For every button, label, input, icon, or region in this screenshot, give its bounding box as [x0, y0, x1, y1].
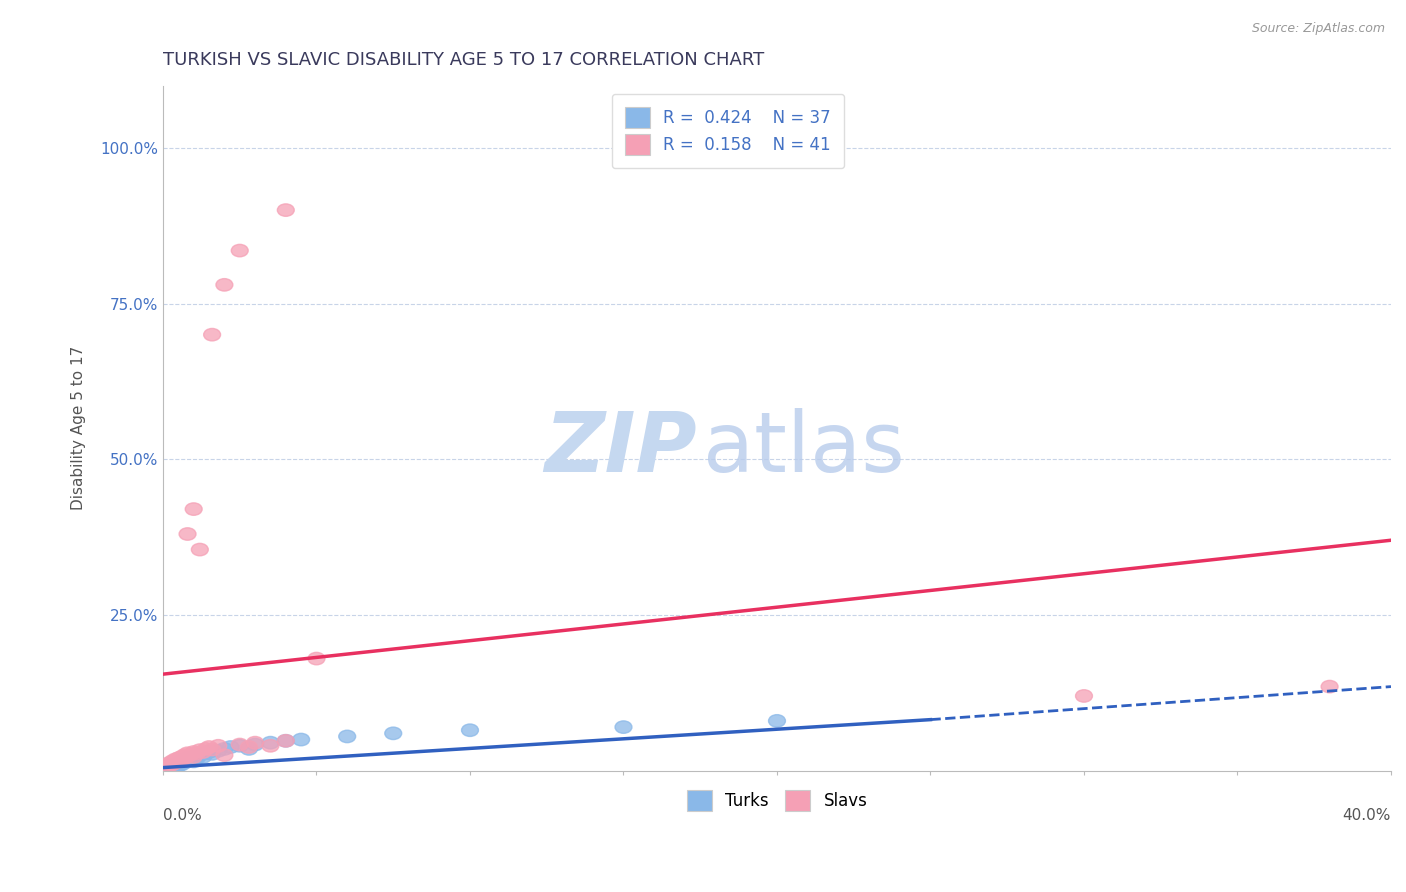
Text: ZIP: ZIP	[544, 409, 697, 489]
Ellipse shape	[176, 753, 193, 765]
Ellipse shape	[277, 735, 294, 747]
Ellipse shape	[262, 739, 278, 752]
Ellipse shape	[232, 739, 249, 751]
Ellipse shape	[167, 756, 184, 769]
Ellipse shape	[197, 743, 214, 756]
Ellipse shape	[173, 751, 190, 764]
Ellipse shape	[170, 752, 187, 764]
Ellipse shape	[194, 751, 211, 764]
Text: 40.0%: 40.0%	[1343, 808, 1391, 823]
Ellipse shape	[277, 735, 294, 747]
Ellipse shape	[222, 740, 239, 753]
Ellipse shape	[163, 756, 180, 768]
Ellipse shape	[769, 714, 786, 727]
Ellipse shape	[277, 204, 294, 217]
Ellipse shape	[1322, 681, 1339, 693]
Ellipse shape	[308, 652, 325, 665]
Ellipse shape	[183, 748, 200, 761]
Ellipse shape	[179, 747, 195, 759]
Ellipse shape	[173, 758, 190, 771]
Ellipse shape	[217, 278, 233, 291]
Ellipse shape	[191, 749, 208, 762]
Legend: Turks, Slavs: Turks, Slavs	[681, 783, 875, 817]
Ellipse shape	[232, 244, 249, 257]
Ellipse shape	[160, 763, 177, 775]
Ellipse shape	[191, 744, 208, 756]
Ellipse shape	[167, 758, 184, 771]
Ellipse shape	[186, 746, 202, 758]
Ellipse shape	[163, 759, 180, 772]
Ellipse shape	[209, 739, 226, 752]
Ellipse shape	[232, 739, 249, 752]
Text: 0.0%: 0.0%	[163, 808, 201, 823]
Ellipse shape	[176, 756, 193, 769]
Ellipse shape	[191, 543, 208, 556]
Ellipse shape	[179, 752, 195, 764]
Ellipse shape	[163, 762, 180, 774]
Text: atlas: atlas	[703, 409, 905, 489]
Ellipse shape	[217, 743, 233, 756]
Ellipse shape	[170, 759, 187, 772]
Ellipse shape	[157, 762, 174, 774]
Ellipse shape	[246, 737, 263, 749]
Ellipse shape	[1076, 690, 1092, 702]
Ellipse shape	[179, 755, 195, 767]
Ellipse shape	[167, 761, 184, 773]
Ellipse shape	[188, 747, 205, 759]
Y-axis label: Disability Age 5 to 17: Disability Age 5 to 17	[72, 346, 86, 510]
Ellipse shape	[204, 747, 221, 760]
Ellipse shape	[194, 746, 211, 758]
Ellipse shape	[339, 731, 356, 743]
Ellipse shape	[186, 751, 202, 764]
Ellipse shape	[186, 751, 202, 764]
Ellipse shape	[614, 721, 631, 733]
Ellipse shape	[209, 745, 226, 757]
Ellipse shape	[167, 753, 184, 765]
Ellipse shape	[292, 733, 309, 746]
Text: TURKISH VS SLAVIC DISABILITY AGE 5 TO 17 CORRELATION CHART: TURKISH VS SLAVIC DISABILITY AGE 5 TO 17…	[163, 51, 765, 69]
Ellipse shape	[461, 724, 478, 737]
Ellipse shape	[183, 753, 200, 765]
Ellipse shape	[204, 743, 221, 756]
Ellipse shape	[240, 740, 257, 753]
Ellipse shape	[262, 737, 278, 749]
Ellipse shape	[246, 739, 263, 751]
Ellipse shape	[201, 740, 218, 753]
Ellipse shape	[173, 753, 190, 765]
Ellipse shape	[385, 727, 402, 739]
Ellipse shape	[186, 756, 202, 768]
Ellipse shape	[186, 503, 202, 516]
Ellipse shape	[160, 757, 177, 770]
Text: Source: ZipAtlas.com: Source: ZipAtlas.com	[1251, 22, 1385, 36]
Ellipse shape	[157, 762, 174, 774]
Ellipse shape	[217, 749, 233, 762]
Ellipse shape	[197, 747, 214, 759]
Ellipse shape	[204, 328, 221, 341]
Ellipse shape	[163, 758, 180, 771]
Ellipse shape	[170, 757, 187, 770]
Ellipse shape	[240, 743, 257, 756]
Ellipse shape	[160, 759, 177, 772]
Ellipse shape	[201, 746, 218, 758]
Ellipse shape	[179, 750, 195, 763]
Ellipse shape	[179, 528, 195, 541]
Ellipse shape	[173, 756, 190, 768]
Ellipse shape	[176, 749, 193, 762]
Ellipse shape	[176, 752, 193, 764]
Ellipse shape	[188, 752, 205, 764]
Ellipse shape	[170, 755, 187, 767]
